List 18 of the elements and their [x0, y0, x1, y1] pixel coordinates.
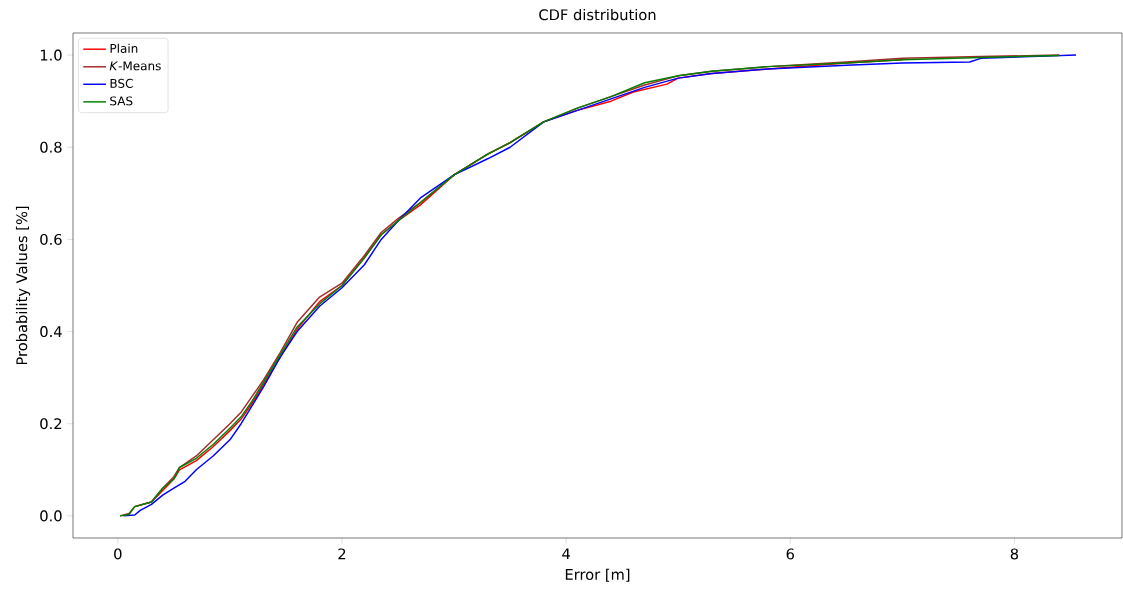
y-tick-label: 1.0 [40, 49, 62, 61]
x-tick-label: 2 [338, 548, 346, 560]
y-tick-label: 0.0 [40, 510, 62, 522]
x-tick-label: 8 [1010, 548, 1019, 560]
x-tick-label: 4 [562, 548, 570, 560]
x-axis-title: Error [m] [565, 568, 630, 582]
y-tick-label: 0.4 [40, 326, 62, 338]
x-tick-label: 6 [786, 548, 795, 560]
y-tick-label: 0.8 [40, 141, 62, 153]
y-tick-label: 0.6 [40, 233, 62, 245]
legend-label: SAS [110, 96, 133, 106]
chart-title: CDF distribution [539, 8, 656, 21]
y-tick-label: 0.2 [40, 418, 62, 430]
x-tick-label: 0 [114, 548, 122, 560]
y-axis-title: Probability Values [%] [15, 206, 31, 365]
legend-label: Plain [110, 43, 138, 53]
legend-label: BSC [110, 78, 133, 88]
legend-label: K-Means [109, 61, 161, 71]
